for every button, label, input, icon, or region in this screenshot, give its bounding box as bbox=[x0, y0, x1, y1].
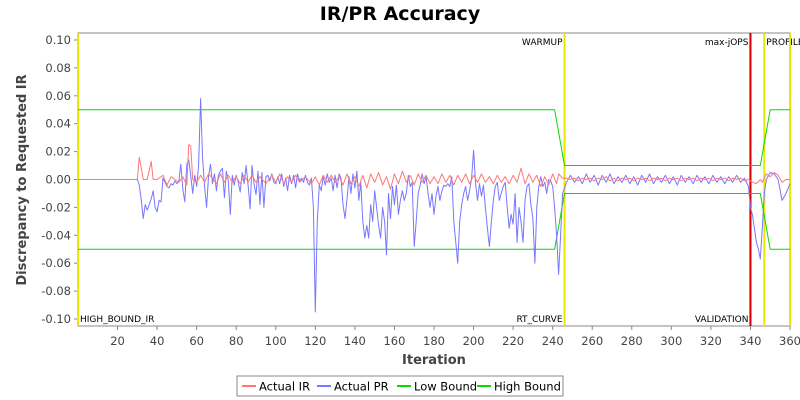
phase-markers: HIGH_BOUND_IR WARMUP RT_CURVE max-jOPS VALID… bbox=[77, 33, 800, 326]
phase-marker-label: max-jOPS bbox=[705, 38, 749, 48]
x-tick-label: 60 bbox=[189, 334, 204, 348]
x-tick-label: 140 bbox=[344, 334, 366, 348]
phase-marker-label: RT_CURVE bbox=[516, 315, 562, 325]
series-line-high-bound bbox=[78, 109, 790, 166]
phase-marker-label: VALIDATION bbox=[695, 315, 749, 325]
x-tick-label: 40 bbox=[150, 334, 165, 348]
x-axis: 20 40 60 80 100 120 140 160 180 200 220 240 260 280 30… bbox=[110, 326, 800, 348]
y-tick-label: -0.06 bbox=[41, 256, 71, 270]
y-tick-label: 0.06 bbox=[45, 89, 71, 103]
x-tick-label: 100 bbox=[265, 334, 287, 348]
legend-label: High Bound bbox=[494, 380, 561, 394]
y-axis-title: Discrepancy to Requested IR bbox=[15, 74, 30, 285]
legend-label: Actual IR bbox=[259, 380, 310, 394]
y-tick-label: -0.04 bbox=[41, 228, 71, 242]
y-tick-label: 0.02 bbox=[45, 145, 71, 159]
x-tick-label: 320 bbox=[700, 334, 722, 348]
legend-label: Low Bound bbox=[414, 380, 477, 394]
y-tick-label: 0.10 bbox=[45, 33, 71, 47]
x-tick-label: 180 bbox=[423, 334, 445, 348]
legend-label: Actual PR bbox=[334, 380, 389, 394]
legend: Actual IR Actual PR Low Bound High Bound bbox=[236, 375, 564, 397]
phase-marker-label: WARMUP bbox=[522, 38, 563, 48]
x-tick-label: 360 bbox=[779, 334, 800, 348]
phase-marker-label: HIGH_BOUND_IR bbox=[80, 315, 154, 325]
y-tick-label: 0.00 bbox=[45, 173, 71, 187]
phase-marker-label: PROFILE bbox=[766, 38, 800, 48]
x-tick-label: 280 bbox=[621, 334, 643, 348]
series-line-actual-pr bbox=[78, 98, 791, 313]
series-line-actual-ir bbox=[78, 144, 790, 190]
y-axis: 0.10 0.08 0.06 0.04 0.02 0.00 -0.02 -0.04 -0.06 -… bbox=[41, 33, 78, 326]
y-tick-label: -0.08 bbox=[41, 284, 71, 298]
x-tick-label: 80 bbox=[229, 334, 244, 348]
y-tick-label: -0.02 bbox=[41, 200, 71, 214]
x-tick-label: 340 bbox=[739, 334, 761, 348]
x-tick-label: 120 bbox=[304, 334, 326, 348]
x-tick-label: 160 bbox=[383, 334, 405, 348]
x-tick-label: 240 bbox=[542, 334, 564, 348]
x-tick-label: 200 bbox=[463, 334, 485, 348]
x-tick-label: 260 bbox=[581, 334, 603, 348]
y-tick-label: 0.04 bbox=[45, 117, 71, 131]
y-tick-label: -0.10 bbox=[41, 312, 71, 326]
y-tick-label: 0.08 bbox=[45, 61, 71, 75]
series-line-low-bound bbox=[78, 193, 790, 250]
x-tick-label: 220 bbox=[502, 334, 524, 348]
series-lines bbox=[78, 98, 791, 313]
x-axis-title: Iteration bbox=[402, 353, 466, 368]
x-tick-label: 20 bbox=[110, 334, 125, 348]
chart-title: IR/PR Accuracy bbox=[320, 3, 481, 25]
x-tick-label: 300 bbox=[660, 334, 682, 348]
